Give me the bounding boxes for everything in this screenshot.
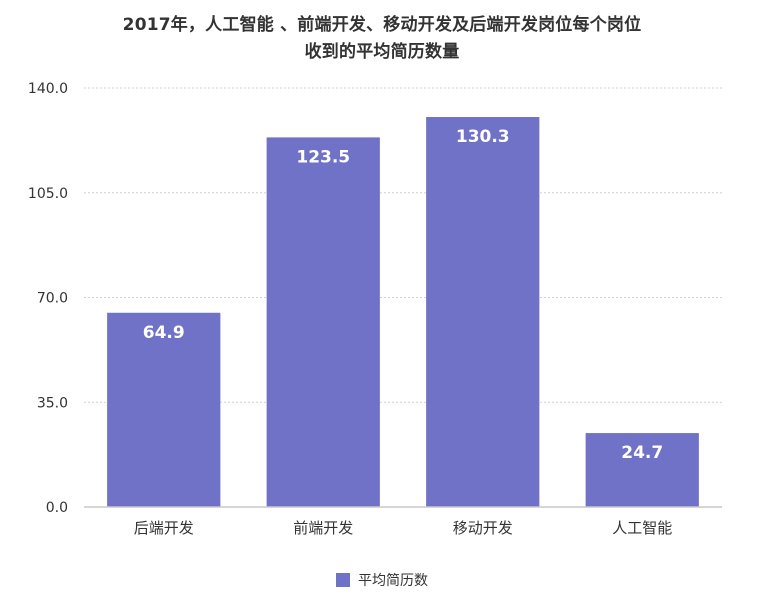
legend-swatch (336, 573, 350, 587)
y-tick-label: 0.0 (46, 500, 68, 516)
chart-title-line-2: 收到的平均简历数量 (304, 42, 460, 62)
x-category-label: 后端开发 (134, 519, 194, 537)
x-category-label: 人工智能 (612, 519, 672, 537)
bar (426, 117, 540, 508)
bar-data-label: 64.9 (143, 323, 185, 343)
chart-title-line-1: 2017年，人工智能 、前端开发、移动开发及后端开发岗位每个岗位 (122, 15, 642, 35)
bar (585, 433, 699, 507)
bar (266, 137, 380, 507)
y-tick-label: 70.0 (37, 291, 68, 307)
x-category-label: 移动开发 (453, 519, 513, 537)
legend-label: 平均简历数 (358, 573, 428, 589)
x-category-label: 前端开发 (293, 519, 353, 537)
bar-data-label: 130.3 (456, 127, 510, 147)
legend: 平均简历数 (0, 570, 764, 590)
y-tick-label: 140.0 (28, 81, 68, 97)
bar-data-label: 24.7 (621, 443, 663, 463)
y-tick-label: 35.0 (37, 395, 68, 411)
bar-data-label: 123.5 (296, 147, 350, 167)
bar (107, 312, 221, 507)
y-tick-label: 105.0 (28, 186, 68, 202)
